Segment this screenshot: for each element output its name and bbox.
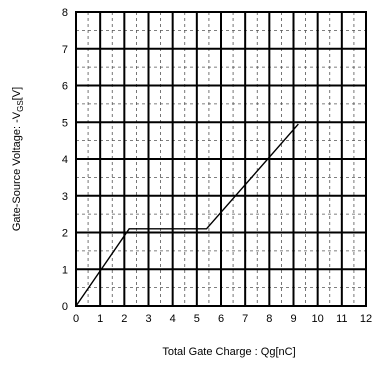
y-tick-label: 7	[62, 44, 68, 56]
x-tick-label: 9	[290, 313, 296, 325]
y-axis-label-main: Gate-Source Voltage: -V	[11, 111, 23, 231]
x-tick-label: 0	[73, 313, 79, 325]
x-tick-labels: 0 1 2 3 4 5 6 7 8 9 10 11 12	[73, 313, 372, 325]
x-tick-label: 7	[242, 313, 248, 325]
x-tick-label: 11	[336, 313, 347, 325]
x-tick-label: 10	[312, 313, 324, 325]
y-tick-label: 4	[62, 154, 68, 166]
x-tick-label: 8	[266, 313, 272, 325]
y-axis-label-unit: [V]	[11, 87, 23, 100]
x-tick-label: 2	[121, 313, 127, 325]
y-axis-label-subscript: GS	[16, 100, 25, 112]
y-tick-label: 3	[62, 191, 68, 203]
y-tick-label: 5	[62, 117, 68, 129]
y-tick-labels: 0 1 2 3 4 5 6 7 8	[62, 7, 68, 313]
x-axis-label: Total Gate Charge : Qg[nC]	[162, 346, 295, 358]
x-tick-label: 1	[97, 313, 103, 325]
y-tick-label: 6	[62, 81, 68, 93]
x-tick-label: 12	[360, 313, 372, 325]
y-axis-label: Gate-Source Voltage: -VGS[V]	[11, 87, 25, 231]
y-tick-label: 0	[62, 301, 68, 313]
series-layer	[75, 123, 299, 307]
x-tick-label: 4	[170, 313, 176, 325]
x-tick-label: 6	[218, 313, 224, 325]
y-tick-label: 1	[62, 264, 68, 276]
x-tick-label: 5	[194, 313, 200, 325]
y-tick-label: 8	[62, 7, 68, 19]
plot-frame	[75, 11, 367, 307]
x-tick-label: 3	[145, 313, 151, 325]
major-grid	[76, 12, 366, 306]
y-tick-label: 2	[62, 228, 68, 240]
series-line	[75, 123, 299, 307]
